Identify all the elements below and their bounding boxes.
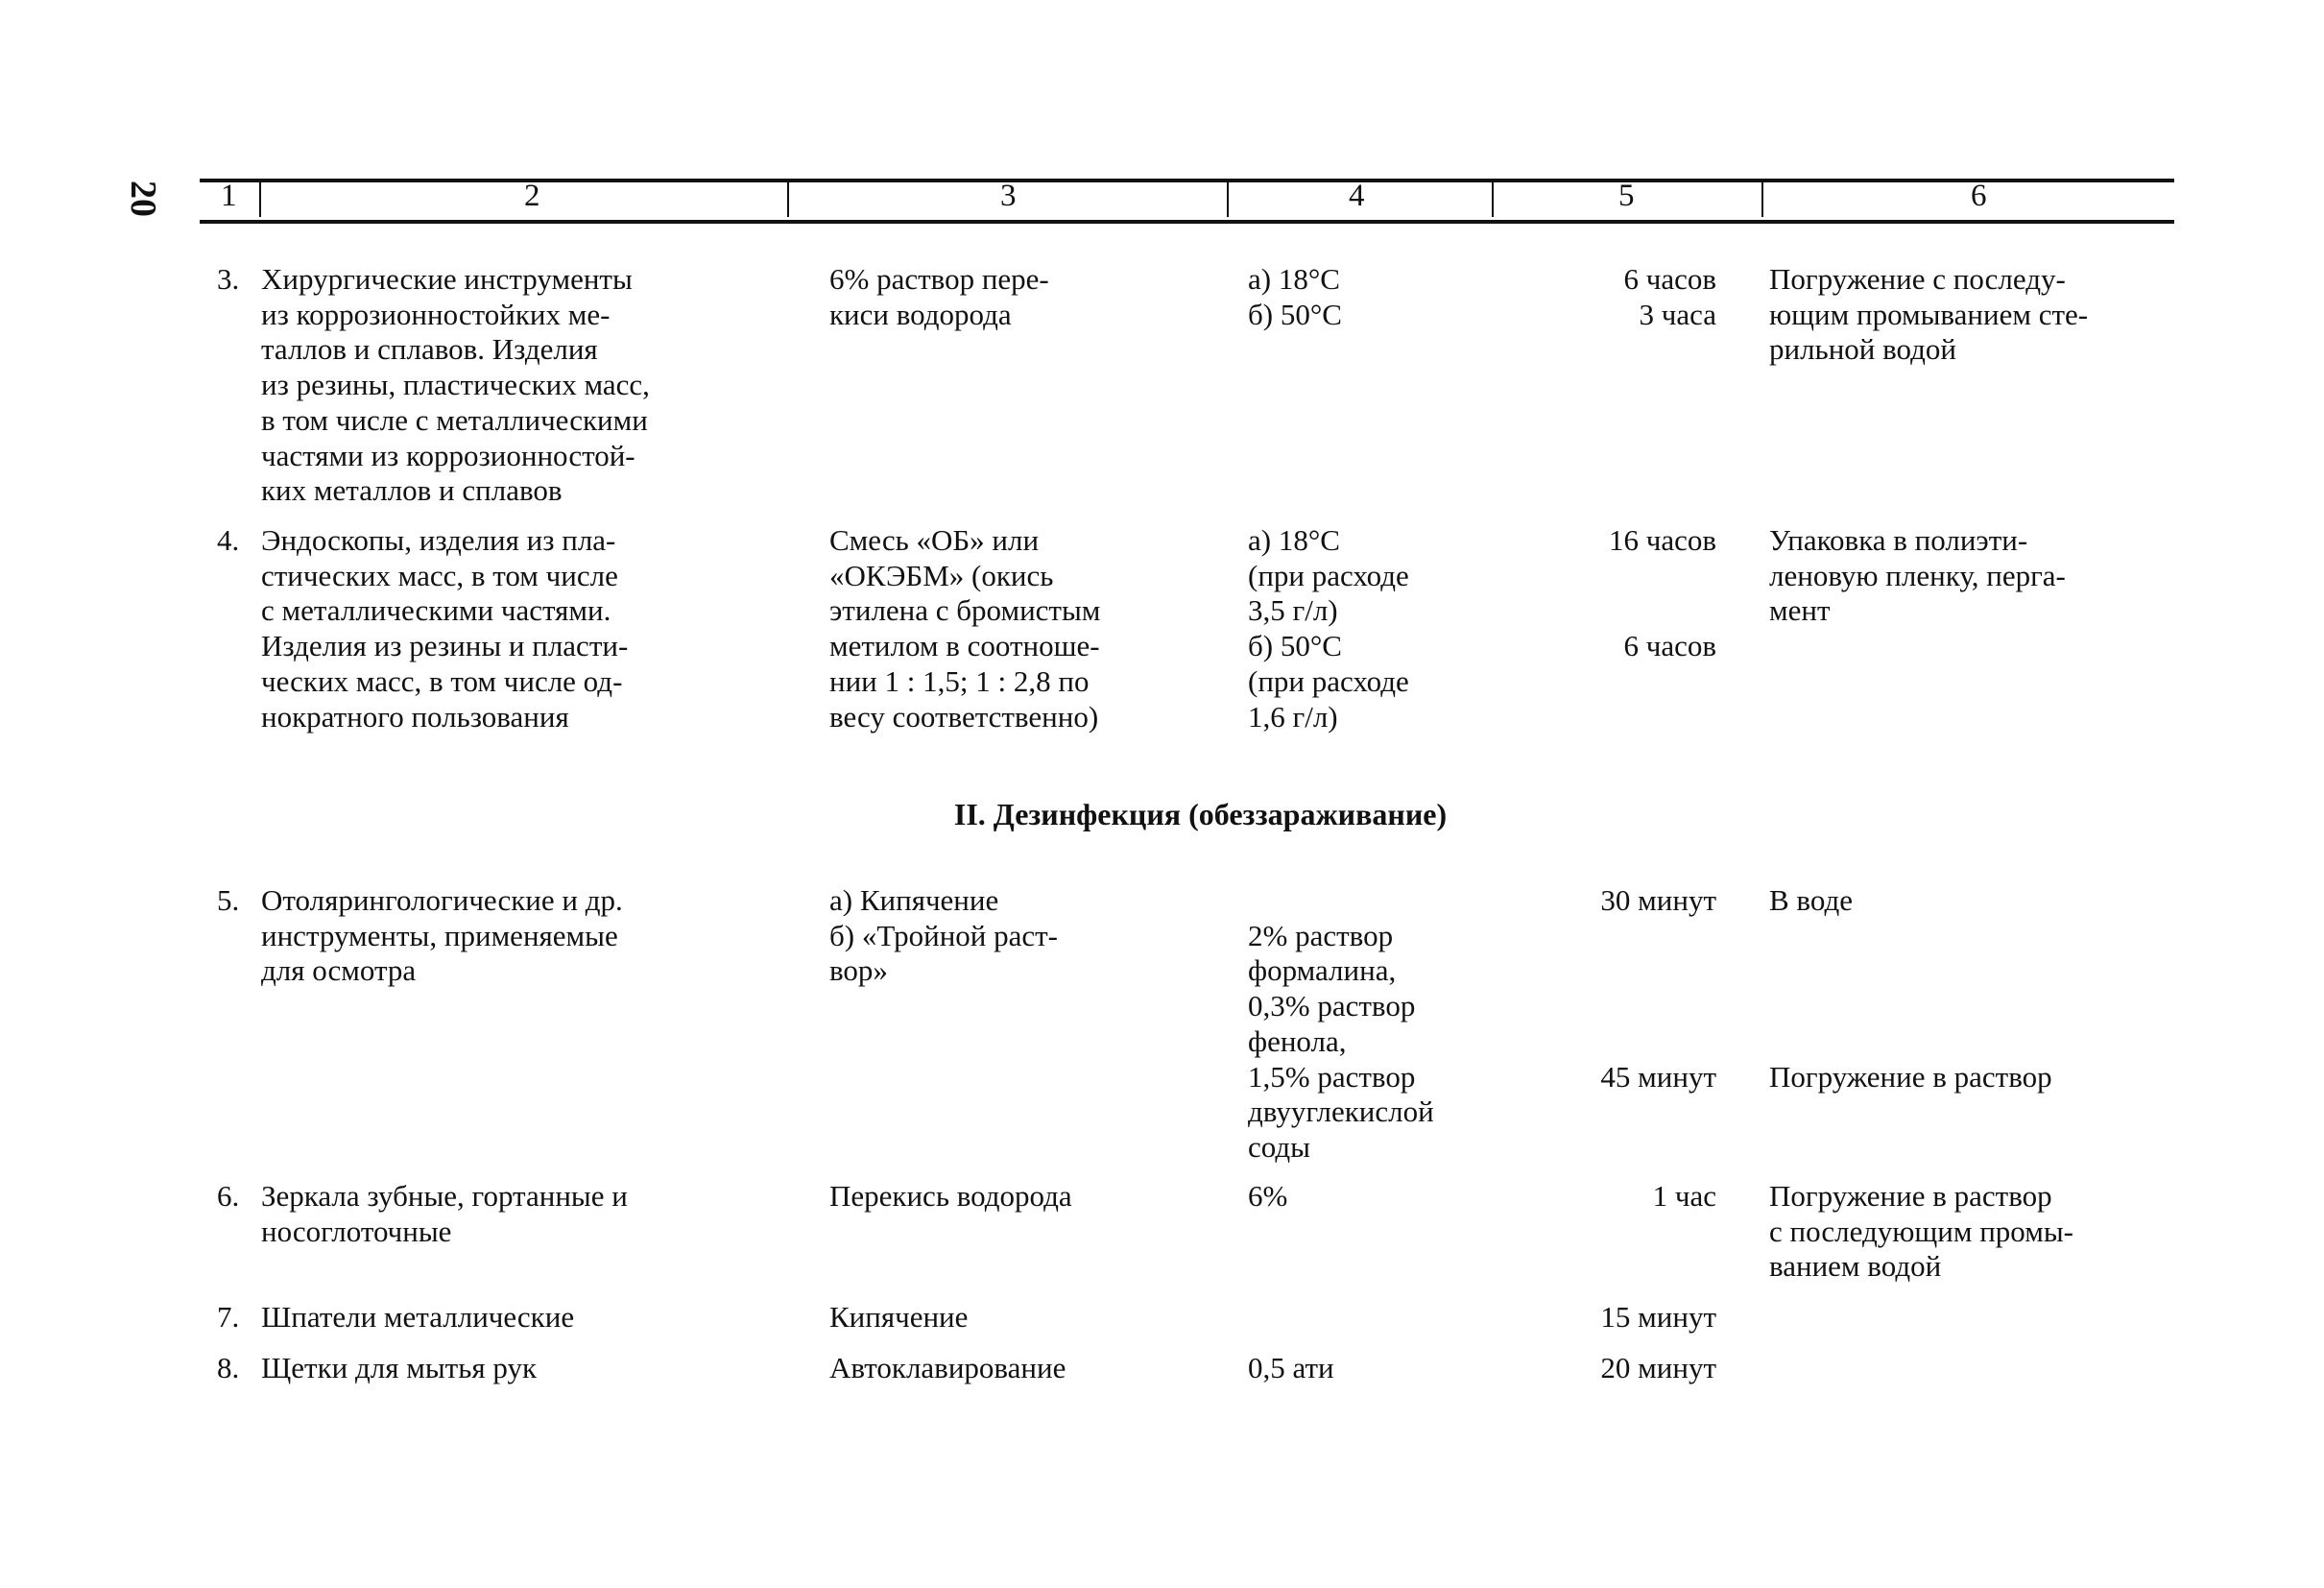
cell-object: Шпатели металлические <box>261 1300 575 1334</box>
column-header-3: 3 <box>1000 179 1017 213</box>
cell-object: Эндоскопы, изделия из пла- стических мас… <box>261 523 629 734</box>
cell-note: Погружение с последу- ющим промыванием с… <box>1769 262 2089 367</box>
column-divider <box>787 182 789 217</box>
column-header-2: 2 <box>524 179 540 213</box>
table-top-rule <box>200 179 2174 182</box>
cell-object: Щетки для мытья рук <box>261 1351 538 1384</box>
column-divider <box>1227 182 1229 217</box>
cell-time: 16 часов 6 часов <box>1609 523 1716 663</box>
page-number: 20 <box>123 180 163 217</box>
cell-object: Хирургические инструменты из коррозионно… <box>261 262 650 508</box>
cell-cond: 0,5 ати <box>1248 1351 1334 1384</box>
cell-object: Отоляринго­логические и др. инструменты,… <box>261 883 623 988</box>
cell-num: 5. <box>217 883 240 917</box>
cell-num: 4. <box>217 523 240 557</box>
table-header-rule <box>200 220 2174 224</box>
column-header-5: 5 <box>1618 179 1635 213</box>
cell-cond: 6% <box>1248 1179 1288 1213</box>
cell-note: Погружение в раствор с последующим промы… <box>1769 1179 2073 1284</box>
cell-cond: а) 18°С (при расходе 3,5 г/л) б) 50°С (п… <box>1248 523 1409 734</box>
cell-num: 8. <box>217 1351 240 1384</box>
cell-agent: Смесь «ОБ» или «ОКЭБМ» (окись этилена с … <box>829 523 1101 734</box>
cell-time: 1 час <box>1652 1179 1716 1213</box>
cell-time: 6 часов 3 часа <box>1623 262 1717 331</box>
cell-time: 20 минут <box>1600 1351 1716 1384</box>
cell-agent: Кипячение <box>829 1300 969 1334</box>
cell-agent: Автоклавирование <box>829 1351 1066 1384</box>
cell-num: 6. <box>217 1179 240 1213</box>
section-heading: II. Дезинфекция (обеззараживание) <box>953 797 1448 831</box>
cell-note: Упаковка в полиэти- леновую пленку, перг… <box>1769 523 2066 628</box>
cell-object: Зеркала зубные, гортанные и носоглоточны… <box>261 1179 628 1248</box>
column-divider <box>1492 182 1494 217</box>
cell-agent: 6% раствор пере- киси водорода <box>829 262 1049 331</box>
cell-cond: 2% раствор формалина, 0,3% раствор фенол… <box>1248 918 1434 1164</box>
cell-note: В воде Погружение в раствор <box>1769 883 2052 1094</box>
cell-num: 3. <box>217 262 240 296</box>
cell-time: 30 минут 45 минут <box>1600 883 1716 1094</box>
cell-agent: Перекись водорода <box>829 1179 1072 1213</box>
column-header-1: 1 <box>221 179 237 213</box>
cell-agent: а) Кипячение б) «Тройной раст- вор» <box>829 883 1059 988</box>
column-divider <box>1761 182 1763 217</box>
column-header-6: 6 <box>1971 179 1987 213</box>
cell-cond: а) 18°С б) 50°С <box>1248 262 1342 331</box>
cell-time: 15 минут <box>1600 1300 1716 1334</box>
column-divider <box>259 182 261 217</box>
cell-num: 7. <box>217 1300 240 1334</box>
column-header-4: 4 <box>1349 179 1365 213</box>
